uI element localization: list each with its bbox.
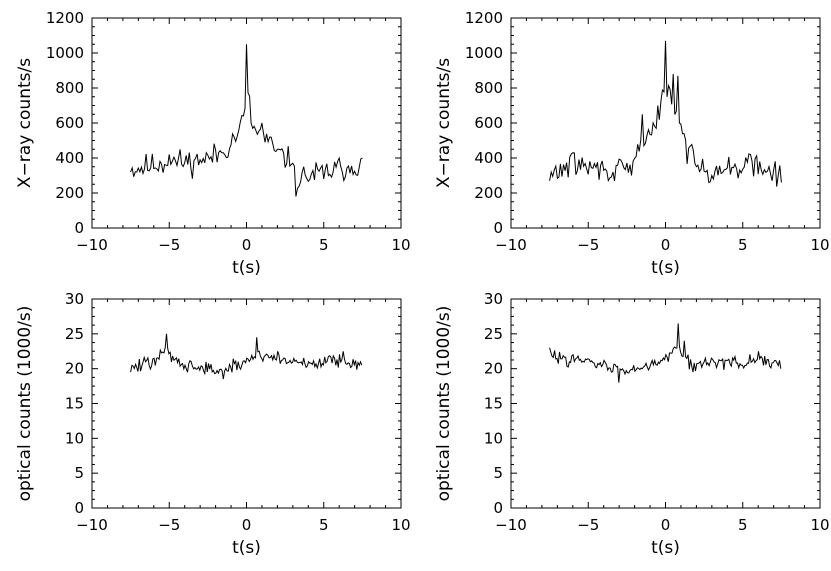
light-curve-top-right bbox=[549, 40, 782, 187]
y-tick-label: 1000 bbox=[46, 44, 84, 62]
panel-bottom-right: −10 −5 0 5 10 0 5 10 15 20 25 30 t(s) optical counts … bbox=[434, 290, 830, 558]
x-tick-label: 10 bbox=[810, 516, 829, 534]
y-tick-label: 30 bbox=[65, 290, 84, 308]
y-tick-label: 25 bbox=[65, 325, 84, 343]
y-axis-label: optical counts (1000/s) bbox=[15, 306, 35, 502]
y-tick-label: 10 bbox=[65, 429, 84, 447]
y-tick-label: 5 bbox=[493, 464, 503, 482]
y-axis-label: X−ray counts/s bbox=[434, 58, 454, 188]
y-axis-label: optical counts (1000/s) bbox=[434, 306, 454, 502]
x-axis-label: t(s) bbox=[232, 258, 261, 278]
light-curve-top-left bbox=[130, 44, 363, 197]
x-tick-label: −5 bbox=[158, 516, 180, 534]
plot-frame bbox=[91, 298, 402, 509]
y-tick-label: 5 bbox=[74, 464, 84, 482]
x-tick-label: 10 bbox=[391, 236, 410, 254]
y-tick-label: 800 bbox=[55, 79, 84, 97]
x-tick-label: 5 bbox=[738, 516, 748, 534]
panel-top-right: −10 −5 0 5 10 0 200 400 600 800 1000 1200 t(s) X−ray … bbox=[434, 9, 830, 278]
x-tick-label: 0 bbox=[661, 516, 671, 534]
y-tick-label: 0 bbox=[74, 219, 84, 237]
light-curve-bottom-right bbox=[549, 323, 782, 383]
y-tick-label: 20 bbox=[65, 360, 84, 378]
y-tick-label: 25 bbox=[484, 325, 503, 343]
x-tick-label: 5 bbox=[738, 236, 748, 254]
y-tick-label: 30 bbox=[484, 290, 503, 308]
y-tick-label: 600 bbox=[55, 114, 84, 132]
y-tick-label: 400 bbox=[55, 149, 84, 167]
x-axis-label: t(s) bbox=[232, 538, 261, 558]
x-tick-label: 5 bbox=[319, 516, 329, 534]
y-tick-label: 1200 bbox=[46, 9, 84, 27]
y-tick-label: 0 bbox=[74, 499, 84, 517]
y-tick-label: 20 bbox=[484, 360, 503, 378]
y-tick-label: 0 bbox=[493, 219, 503, 237]
x-tick-label: −10 bbox=[76, 236, 108, 254]
y-tick-label: 200 bbox=[474, 184, 503, 202]
y-tick-label: 800 bbox=[474, 79, 503, 97]
y-tick-label: 1000 bbox=[465, 44, 503, 62]
x-tick-label: 5 bbox=[319, 236, 329, 254]
y-tick-label: 400 bbox=[474, 149, 503, 167]
y-tick-label: 1200 bbox=[465, 9, 503, 27]
plot-frame bbox=[510, 298, 821, 509]
panel-top-left: −10 −5 0 5 10 0 200 400 600 800 1000 1200 t(s) X−ray … bbox=[15, 9, 411, 278]
y-tick-label: 0 bbox=[493, 499, 503, 517]
x-tick-label: 10 bbox=[810, 236, 829, 254]
x-tick-label: 0 bbox=[242, 236, 252, 254]
x-tick-label: −5 bbox=[577, 236, 599, 254]
x-tick-label: −5 bbox=[158, 236, 180, 254]
x-axis-label: t(s) bbox=[651, 538, 680, 558]
x-tick-label: −5 bbox=[577, 516, 599, 534]
light-curve-bottom-left bbox=[130, 333, 363, 380]
x-tick-label: 0 bbox=[661, 236, 671, 254]
x-tick-label: −10 bbox=[495, 236, 527, 254]
x-tick-label: −10 bbox=[495, 516, 527, 534]
y-tick-label: 600 bbox=[474, 114, 503, 132]
y-tick-label: 15 bbox=[65, 395, 84, 413]
x-axis-label: t(s) bbox=[651, 258, 680, 278]
y-tick-label: 200 bbox=[55, 184, 84, 202]
y-axis-label: X−ray counts/s bbox=[15, 58, 35, 188]
y-tick-label: 10 bbox=[484, 429, 503, 447]
x-tick-label: 10 bbox=[391, 516, 410, 534]
x-tick-label: 0 bbox=[242, 516, 252, 534]
panel-bottom-left: −10 −5 0 5 10 0 5 10 15 20 25 30 t(s) optical counts … bbox=[15, 290, 411, 558]
y-tick-label: 15 bbox=[484, 395, 503, 413]
x-tick-label: −10 bbox=[76, 516, 108, 534]
